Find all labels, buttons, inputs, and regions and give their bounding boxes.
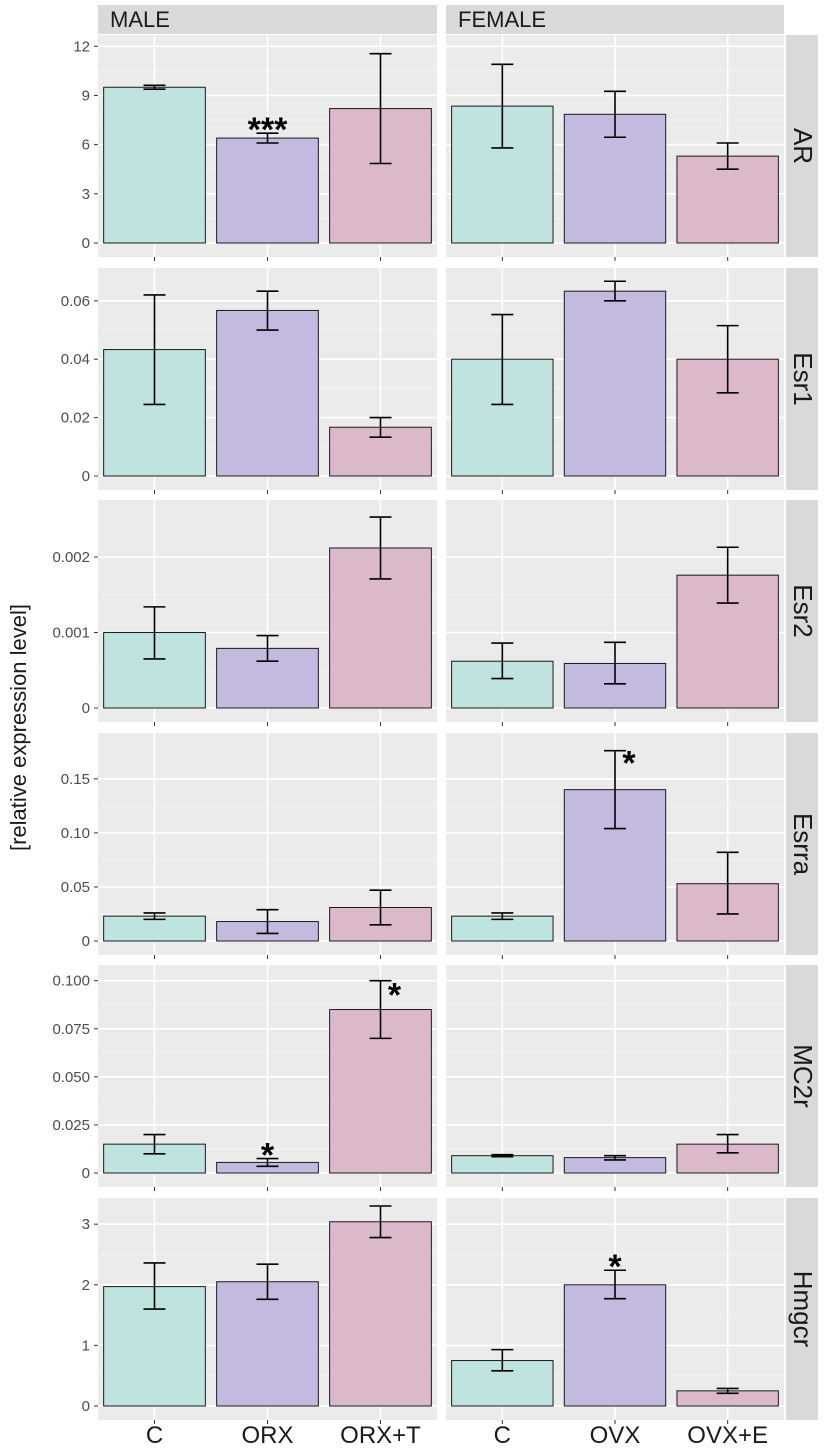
significance-marker: * xyxy=(622,745,636,783)
significance-marker: * xyxy=(608,1248,622,1286)
x-tick-label: C xyxy=(494,1422,511,1449)
y-tick-label: 0 xyxy=(82,235,90,252)
y-tick-label: 0.05 xyxy=(61,879,90,896)
y-tick-label: 0.025 xyxy=(52,1117,90,1134)
y-axis-title: [relative expression level] xyxy=(6,604,31,851)
x-tick-label: ORX xyxy=(241,1422,293,1449)
y-tick-label: 3 xyxy=(82,1216,90,1233)
row-strip-label: Esrra xyxy=(788,813,818,876)
y-tick-label: 0.050 xyxy=(52,1069,90,1086)
y-tick-label: 2 xyxy=(82,1277,90,1294)
row-strip-label: AR xyxy=(788,128,818,164)
y-tick-label: 0 xyxy=(82,933,90,950)
row-strip-label: MC2r xyxy=(788,1044,818,1108)
x-tick-label: OVX+E xyxy=(687,1422,768,1449)
column-strip-label: MALE xyxy=(110,7,170,32)
y-tick-label: 0.002 xyxy=(52,549,90,566)
y-tick-label: 0.100 xyxy=(52,973,90,990)
y-tick-label: 0.10 xyxy=(61,825,90,842)
x-tick-label: OVX xyxy=(590,1422,641,1449)
x-tick-label: ORX+T xyxy=(340,1422,421,1449)
significance-marker: * xyxy=(261,1137,275,1175)
y-tick-label: 0 xyxy=(82,1165,90,1182)
bar xyxy=(216,137,319,244)
bar xyxy=(329,1221,432,1407)
bar xyxy=(451,1155,554,1174)
y-tick-label: 0.15 xyxy=(61,771,90,788)
bar xyxy=(103,915,206,942)
column-strip xyxy=(446,5,784,34)
y-tick-label: 6 xyxy=(82,137,90,154)
bar xyxy=(676,155,779,244)
y-tick-label: 1 xyxy=(82,1337,90,1354)
bar xyxy=(451,915,554,942)
y-tick-label: 12 xyxy=(73,38,90,55)
y-tick-label: 0 xyxy=(82,1398,90,1415)
y-tick-label: 9 xyxy=(82,87,90,104)
y-tick-label: 0 xyxy=(82,700,90,717)
row-strip-label: Hmgcr xyxy=(788,1271,818,1348)
y-tick-label: 0.02 xyxy=(61,410,90,427)
y-tick-label: 0.06 xyxy=(61,293,90,310)
bar xyxy=(563,1284,667,1407)
significance-marker: * xyxy=(388,977,402,1015)
row-strip-label: Esr1 xyxy=(788,352,818,405)
row-strip-label: Esr2 xyxy=(788,584,818,637)
column-strip-label: FEMALE xyxy=(458,7,546,32)
bar xyxy=(216,1281,319,1407)
row-strip xyxy=(786,965,818,1187)
row-strip xyxy=(786,35,818,257)
bar xyxy=(563,290,667,477)
bar xyxy=(216,309,319,477)
row-strip xyxy=(786,268,818,490)
row-strip xyxy=(786,500,818,722)
significance-marker: *** xyxy=(248,111,288,149)
x-tick-label: C xyxy=(146,1422,163,1449)
y-tick-label: 0.075 xyxy=(52,1021,90,1038)
y-tick-label: 3 xyxy=(82,186,90,203)
row-strip xyxy=(786,1198,818,1420)
bar xyxy=(451,660,554,709)
column-strip xyxy=(98,5,437,34)
bar xyxy=(103,86,206,244)
y-tick-label: 0.04 xyxy=(61,351,90,368)
y-tick-label: 0 xyxy=(82,468,90,485)
y-tick-label: 0.001 xyxy=(52,625,90,642)
row-strip xyxy=(786,733,818,955)
